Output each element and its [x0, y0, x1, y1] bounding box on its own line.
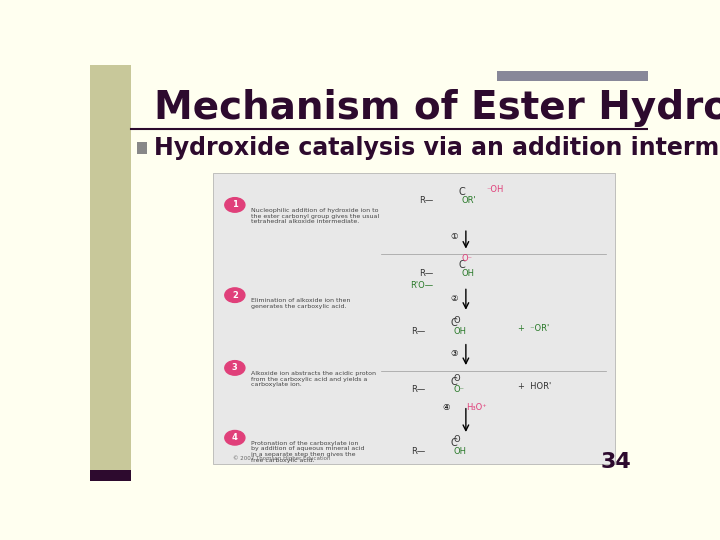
Bar — [498, 71, 648, 82]
Bar — [213, 173, 615, 464]
Bar — [90, 65, 131, 481]
Text: Hydroxide catalysis via an addition intermediate: Hydroxide catalysis via an addition inte… — [154, 136, 720, 160]
Text: 34: 34 — [600, 453, 631, 472]
Bar — [90, 470, 131, 481]
Text: Mechanism of Ester Hydrolysis: Mechanism of Ester Hydrolysis — [154, 90, 720, 127]
Bar — [138, 141, 148, 154]
